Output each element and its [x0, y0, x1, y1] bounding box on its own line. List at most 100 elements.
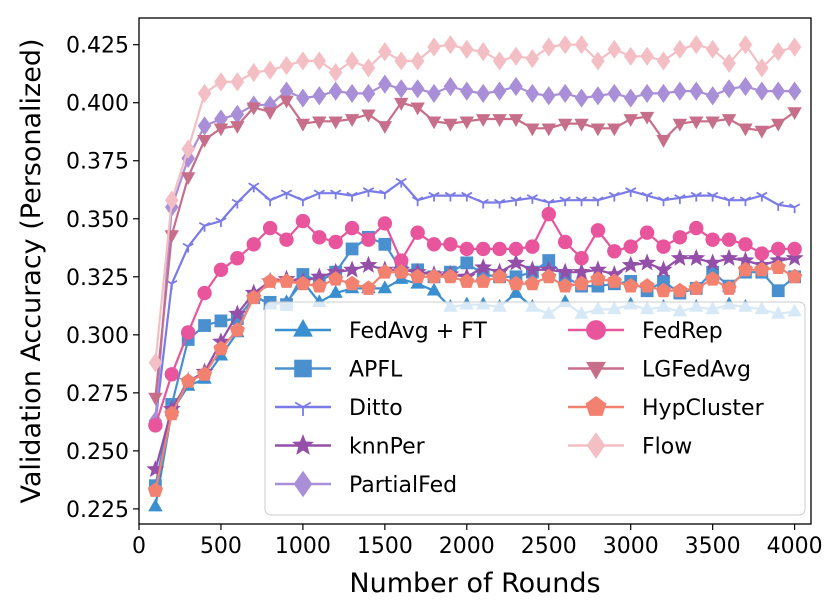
- data-point: [703, 253, 722, 271]
- data-point: [574, 251, 589, 266]
- data-point: [378, 74, 392, 94]
- legend-box: [264, 301, 806, 516]
- data-point: [263, 60, 277, 80]
- data-point: [557, 234, 573, 250]
- data-point: [246, 62, 261, 83]
- data-point: [442, 268, 459, 284]
- data-point: [655, 282, 672, 298]
- data-point: [477, 198, 489, 209]
- data-point: [623, 239, 638, 254]
- data-point: [690, 191, 702, 202]
- legend-marker: [293, 470, 313, 498]
- data-point: [231, 198, 244, 209]
- series-lgfedavg: [148, 95, 802, 406]
- data-point: [656, 135, 671, 148]
- data-point: [394, 97, 409, 111]
- data-point: [722, 53, 736, 73]
- data-point: [787, 241, 802, 257]
- data-point: [656, 83, 671, 104]
- data-point: [673, 81, 687, 101]
- data-point: [427, 83, 441, 104]
- data-point: [395, 177, 407, 188]
- data-point: [443, 118, 458, 132]
- series-flow: [148, 35, 802, 373]
- data-point: [525, 49, 540, 69]
- data-point: [476, 42, 490, 62]
- data-point: [459, 116, 475, 130]
- data-point: [606, 273, 622, 288]
- data-point: [344, 220, 360, 236]
- data-point: [296, 51, 310, 71]
- y-axis-label: Validation Accuracy (Personalized): [16, 38, 47, 503]
- data-point: [621, 255, 640, 273]
- data-point: [359, 255, 378, 273]
- legend-entry: APFL: [275, 358, 403, 383]
- legend-entry: HypCluster: [568, 396, 765, 421]
- data-point: [525, 123, 540, 137]
- data-point: [278, 273, 295, 288]
- legend-label: FedAvg + FT: [349, 319, 487, 344]
- y-tick-label: 0.225: [66, 498, 129, 523]
- data-point: [656, 239, 671, 254]
- x-tick-label: 1500: [357, 534, 413, 559]
- data-point: [410, 51, 425, 71]
- series-line: [154, 236, 796, 486]
- data-point: [148, 392, 163, 406]
- data-point: [787, 107, 802, 121]
- data-point: [296, 88, 310, 108]
- data-point: [588, 260, 607, 278]
- data-point: [312, 230, 327, 245]
- data-point: [394, 51, 409, 71]
- data-point: [230, 104, 245, 124]
- data-point: [280, 189, 293, 200]
- data-point: [771, 42, 786, 62]
- data-point: [736, 251, 755, 269]
- data-point: [654, 260, 673, 278]
- data-point: [607, 244, 622, 259]
- data-point: [295, 275, 311, 291]
- legend-label: PartialFed: [349, 473, 457, 498]
- data-point: [754, 261, 770, 277]
- data-point: [756, 191, 768, 202]
- data-point: [492, 241, 507, 257]
- data-point: [541, 123, 556, 137]
- data-point: [689, 220, 704, 236]
- data-point: [475, 114, 491, 127]
- legend-label: APFL: [349, 358, 403, 383]
- plot-frame: [138, 17, 812, 525]
- data-point: [410, 102, 425, 116]
- series-fedrep: [148, 206, 802, 433]
- y-tick-label: 0.250: [66, 440, 129, 465]
- data-point: [738, 35, 753, 55]
- data-point: [705, 39, 720, 59]
- data-point: [377, 121, 393, 134]
- series-ditto: [149, 177, 801, 430]
- data-point: [492, 51, 507, 71]
- data-point: [411, 196, 424, 207]
- data-point: [164, 190, 179, 210]
- data-point: [410, 79, 425, 99]
- data-point: [787, 81, 802, 101]
- data-point: [771, 284, 785, 298]
- data-point: [279, 95, 294, 109]
- data-point: [312, 86, 327, 106]
- data-point: [295, 213, 311, 229]
- data-point: [705, 271, 721, 286]
- data-point: [459, 273, 475, 288]
- data-point: [378, 237, 392, 251]
- data-point: [541, 37, 556, 57]
- data-point: [722, 79, 736, 99]
- legend-marker: [586, 432, 606, 459]
- data-point: [410, 225, 425, 240]
- data-point: [196, 366, 213, 381]
- data-point: [474, 258, 493, 276]
- data-point: [180, 373, 196, 388]
- data-point: [557, 278, 573, 293]
- data-point: [198, 319, 211, 332]
- x-tick-label: 3000: [603, 534, 659, 559]
- data-point: [197, 135, 212, 148]
- data-point: [755, 58, 769, 78]
- data-point: [377, 216, 393, 231]
- data-point: [180, 172, 196, 185]
- data-point: [524, 275, 540, 291]
